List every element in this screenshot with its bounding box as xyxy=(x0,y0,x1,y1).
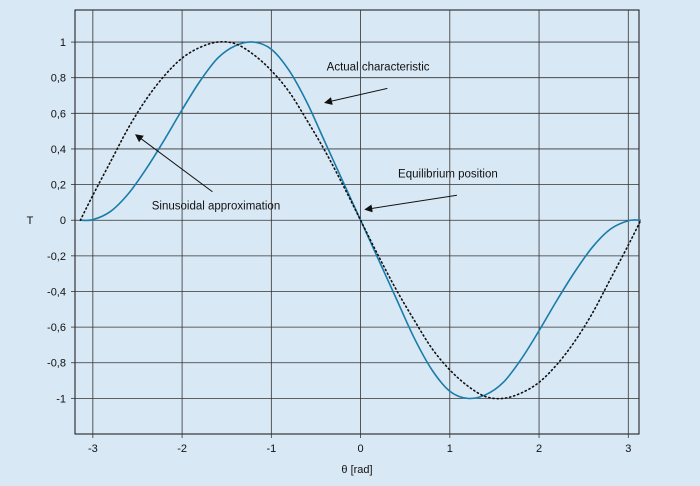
y-tick-label: 0,6 xyxy=(51,108,66,120)
actual-characteristic-label: Actual characteristic xyxy=(327,62,430,74)
x-axis-label: θ [rad] xyxy=(341,464,372,476)
y-tick-label: -0,8 xyxy=(47,358,66,370)
y-axis-label: T xyxy=(27,215,34,227)
y-tick-label: 0 xyxy=(60,215,66,227)
y-tick-label: -0,4 xyxy=(47,286,66,298)
grid xyxy=(71,10,639,438)
equilibrium-position-label: Equilibrium position xyxy=(398,168,498,180)
tick-labels: -3 -2 -1 0 1 2 3 1 0,8 0,6 0,4 0,2 0 -0,2 -0,4 -0,6 -0,8… xyxy=(47,37,631,455)
sinusoidal-approximation-arrow xyxy=(135,134,213,193)
y-tick-label: -1 xyxy=(56,393,66,405)
x-tick-label: 2 xyxy=(536,443,542,455)
sinusoidal-approximation-curve xyxy=(79,41,642,400)
equilibrium-position-arrow xyxy=(364,194,458,213)
y-tick-label: 0,2 xyxy=(51,180,66,192)
plot-area xyxy=(74,9,640,435)
x-tick-label: 3 xyxy=(625,443,631,455)
sinusoidal-approximation-label: Sinusoidal approximation xyxy=(152,201,280,213)
x-tick-label: -1 xyxy=(266,443,276,455)
x-tick-label: 0 xyxy=(358,443,364,455)
x-tick-label: 1 xyxy=(447,443,453,455)
y-tick-label: 0,8 xyxy=(51,73,66,85)
series-group xyxy=(79,41,642,400)
x-tick-label: -3 xyxy=(88,443,98,455)
actual-characteristic-arrow xyxy=(324,87,388,105)
y-tick-label: 0,4 xyxy=(51,144,66,156)
y-tick-label: 1 xyxy=(60,37,66,49)
annotations: Actual characteristic Equilibrium positio… xyxy=(135,62,498,213)
y-tick-label: -0,2 xyxy=(47,251,66,263)
x-tick-label: -2 xyxy=(177,443,187,455)
y-tick-label: -0,6 xyxy=(47,322,66,334)
